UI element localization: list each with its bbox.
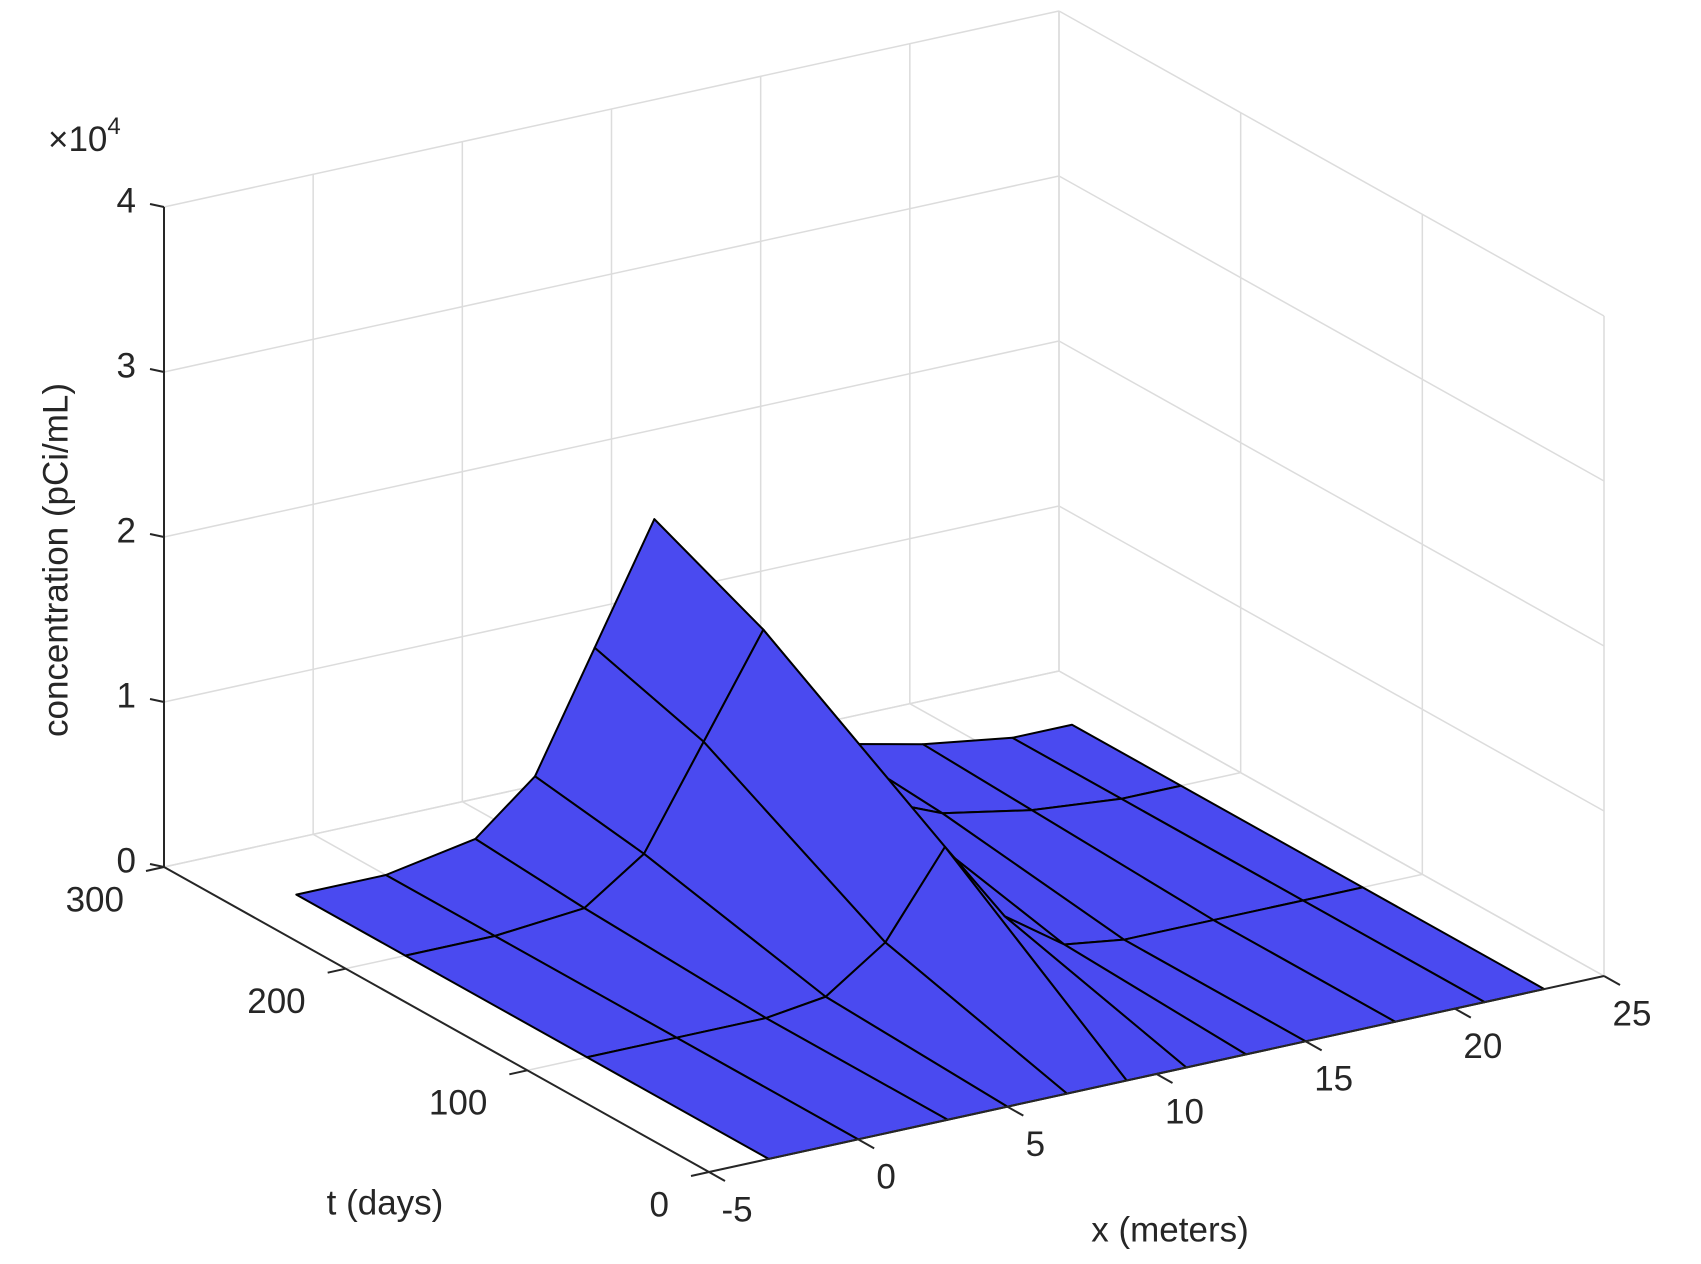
y-tick-label: 100 [429,1084,487,1123]
x-tick-label: 0 [876,1158,895,1197]
grid-line [163,10,1060,208]
x-tick [708,1171,726,1182]
x-tick-label: 25 [1613,994,1652,1033]
x-tick [1305,1040,1323,1052]
z-multiplier-exponent: 4 [107,113,120,140]
z-tick-label: 3 [117,346,136,385]
grid-line [1058,670,1605,977]
z-tick [149,368,165,373]
grid-line [163,340,1060,538]
grid-line [1058,505,1605,812]
x-tick [857,1138,875,1150]
x-axis-label: x (meters) [1091,1210,1249,1249]
y-tick [690,1171,710,1177]
y-tick [327,967,346,974]
x-tick-label: 5 [1026,1125,1045,1164]
y-tick [145,866,165,872]
x-tick-label: 15 [1314,1060,1353,1099]
grid-line [1058,10,1605,317]
z-tick-label: 1 [117,676,136,715]
z-tick [149,203,165,208]
y-tick-label: 300 [66,880,124,919]
x-tick [1156,1073,1173,1084]
x-tick [1006,1105,1024,1117]
z-axis-label: concentration (pCi/mL) [36,383,75,737]
z-tick-label: 0 [117,841,136,880]
x-tick [1603,975,1621,986]
x-tick-label: 10 [1165,1092,1204,1131]
grid-line [1058,340,1605,647]
x-tick-label: 20 [1463,1027,1502,1066]
z-multiplier: ×104 [48,113,121,159]
x-tick [1454,1007,1472,1019]
z-tick [149,863,165,868]
x-tick-label: -5 [721,1190,752,1229]
grid-line [1058,175,1605,482]
y-tick-label: 200 [247,982,305,1021]
z-tick-label: 2 [117,511,136,550]
z-tick [149,698,165,703]
y-axis-line [163,866,710,1173]
grid-line [163,505,1060,703]
grid-line [163,175,1060,373]
z-tick [149,533,165,538]
y-tick-label: 0 [650,1185,669,1224]
z-tick-label: 4 [117,181,136,220]
z-multiplier-base: ×10 [48,120,107,159]
y-tick [509,1069,528,1076]
y-axis-label: t (days) [327,1183,444,1222]
